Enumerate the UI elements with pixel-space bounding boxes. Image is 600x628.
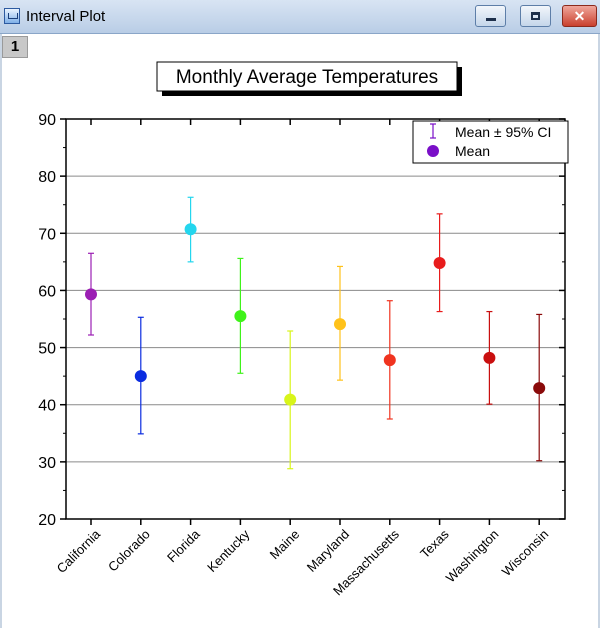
mean-point[interactable] xyxy=(284,393,297,406)
x-tick-label: Wisconsin xyxy=(499,527,552,580)
error-bars xyxy=(88,196,543,470)
y-tick-label: 90 xyxy=(38,112,56,129)
grid-lines xyxy=(66,175,565,463)
y-tick-label: 70 xyxy=(38,226,56,243)
y-tick-label: 80 xyxy=(38,169,56,186)
y-tick-label: 40 xyxy=(38,398,56,415)
window-title: Interval Plot xyxy=(26,8,106,25)
mean-point[interactable] xyxy=(134,370,147,383)
x-tick-label: Kentucky xyxy=(204,526,253,575)
x-tick-label: California xyxy=(54,526,104,576)
y-tick-label: 60 xyxy=(38,283,56,300)
maximize-icon xyxy=(531,12,540,20)
legend-ci-icon xyxy=(430,123,436,139)
mean-point[interactable] xyxy=(234,310,247,323)
legend-label-mean: Mean xyxy=(455,143,490,159)
mean-point[interactable] xyxy=(184,223,197,236)
x-tick-label: Colorado xyxy=(105,527,153,575)
x-tick-label: Florida xyxy=(164,526,203,565)
layer-tab[interactable]: 1 xyxy=(2,36,28,58)
x-tick-labels: California Colorado Florida Kentucky Maine Ma… xyxy=(54,526,552,598)
maximize-button[interactable] xyxy=(520,5,551,27)
y-tick-label: 20 xyxy=(38,512,56,529)
y-tick-labels: 20 30 40 50 60 70 80 90 xyxy=(38,112,56,529)
close-icon: ✕ xyxy=(573,8,586,24)
graph-window-icon[interactable] xyxy=(4,8,20,24)
x-tick-label: Maine xyxy=(267,527,303,563)
legend-box xyxy=(412,120,569,164)
legend-mean-icon xyxy=(427,145,439,157)
window-titlebar: Interval Plot ✕ xyxy=(0,0,600,34)
x-tick-label: Washington xyxy=(443,527,502,586)
mean-points xyxy=(85,223,546,406)
legend[interactable]: Mean ± 95% CI Mean xyxy=(412,120,569,164)
window-frame-left xyxy=(0,34,2,628)
mean-point[interactable] xyxy=(483,351,496,364)
plot-frame xyxy=(65,118,566,520)
minimize-icon xyxy=(486,18,496,21)
chart-title: Monthly Average Temperatures xyxy=(176,67,438,88)
mean-point[interactable] xyxy=(433,257,446,269)
close-button[interactable]: ✕ xyxy=(562,5,597,27)
window-frame-right xyxy=(598,34,600,628)
x-tick-label: Maryland xyxy=(304,527,352,575)
mean-point[interactable] xyxy=(383,354,396,367)
x-tick-label: Texas xyxy=(417,526,452,561)
mean-point[interactable] xyxy=(533,382,546,395)
y-tick-label: 50 xyxy=(38,341,56,358)
minimize-button[interactable] xyxy=(475,5,506,27)
mean-point[interactable] xyxy=(85,288,97,301)
y-tick-label: 30 xyxy=(38,455,56,472)
mean-point[interactable] xyxy=(334,318,346,331)
title-box[interactable] xyxy=(156,61,458,92)
legend-label-ci: Mean ± 95% CI xyxy=(455,124,551,140)
